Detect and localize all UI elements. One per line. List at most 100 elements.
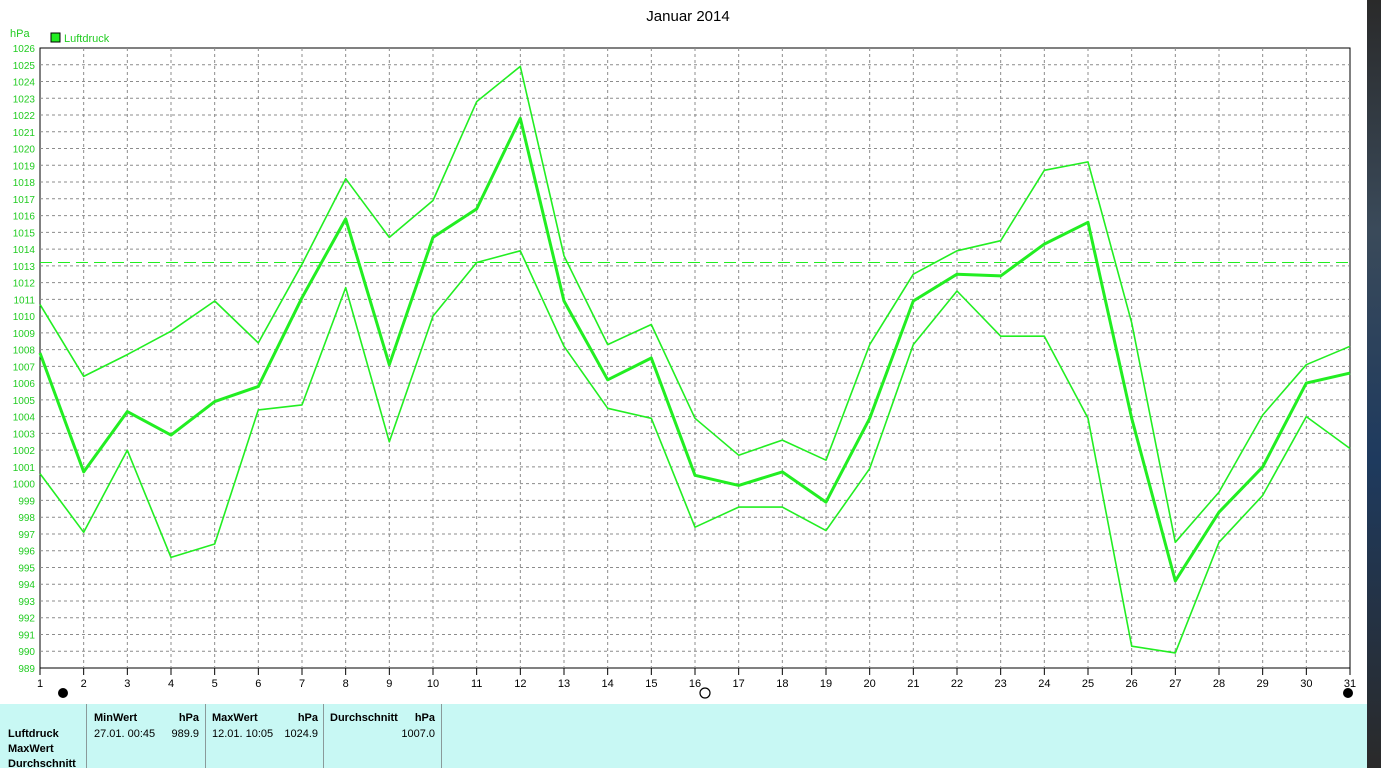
x-tick-label: 28: [1213, 678, 1225, 690]
series-line-min: [39, 250, 1351, 654]
y-tick-label: 997: [18, 530, 35, 541]
y-tick-label: 993: [18, 597, 35, 608]
y-tick-label: 994: [18, 580, 35, 591]
y-tick-label: 1004: [13, 413, 36, 424]
x-tick-label: 10: [427, 678, 439, 690]
x-tick-label: 4: [168, 678, 174, 690]
min-header: MinWert: [94, 712, 138, 724]
x-tick-label: 3: [124, 678, 130, 690]
legend-swatch: [50, 32, 61, 43]
y-tick-label: 1025: [13, 61, 36, 72]
y-axis-unit: hPa: [10, 28, 30, 40]
pressure-chart: 989 990 991 992 993 994 995 996 997 998 999 1000 100…: [10, 8, 1356, 699]
min-date: 27.01. 00:45: [94, 728, 156, 740]
y-tick-label: 1001: [13, 463, 36, 474]
avg-column: Durchschnitt hPa 1007.0: [324, 704, 442, 768]
x-tick-label: 25: [1082, 678, 1094, 690]
x-tick-label: 13: [558, 678, 570, 690]
x-tick-label: 24: [1038, 678, 1050, 690]
x-tick-label: 8: [343, 678, 349, 690]
x-tick-label: 18: [776, 678, 788, 690]
y-tick-label: 1002: [13, 446, 36, 457]
row-label-column: Luftdruck MaxWert Durchschnitt: [0, 704, 87, 770]
y-tick-label: 999: [18, 496, 35, 507]
x-tick-label: 26: [1126, 678, 1138, 690]
x-tick-label: 22: [951, 678, 963, 690]
x-tick-label: 14: [602, 678, 614, 690]
x-tick-label: 23: [995, 678, 1007, 690]
y-tick-label: 1026: [13, 44, 36, 55]
max-unit: hPa: [297, 712, 318, 724]
max-date: 12.01. 10:05: [212, 728, 274, 740]
avg-unit: hPa: [414, 712, 435, 724]
y-tick-label: 1009: [13, 329, 36, 340]
y-tick-label: 1020: [13, 145, 36, 156]
y-tick-label: 1000: [13, 480, 36, 491]
y-tick-label: 1005: [13, 396, 36, 407]
y-tick-label: 991: [18, 630, 35, 641]
x-tick-label: 6: [255, 678, 261, 690]
series-line-durchschnitt: [38, 116, 1351, 583]
x-tick-label: 15: [645, 678, 657, 690]
x-tick-label: 27: [1169, 678, 1181, 690]
y-tick-label: 996: [18, 547, 35, 558]
full-moon-icon: [58, 688, 68, 698]
full-moon-icon: [1343, 688, 1353, 698]
y-tick-label: 1022: [13, 111, 36, 122]
chart-title: Januar 2014: [646, 8, 729, 25]
legend-label: Luftdruck: [64, 33, 110, 45]
y-tick-label: 998: [18, 513, 35, 524]
statistics-panel: Luftdruck MaxWert Durchschnitt MinWert h…: [0, 704, 1367, 770]
x-tick-label: 17: [733, 678, 745, 690]
x-tick-label: 16: [689, 678, 701, 690]
avg-header: Durchschnitt: [330, 712, 398, 724]
y-tick-label: 1008: [13, 346, 36, 357]
min-value: 989.9: [171, 728, 199, 740]
x-tick-label: 5: [212, 678, 218, 690]
window-edge: [1367, 0, 1381, 768]
max-header: MaxWert: [212, 712, 258, 724]
min-unit: hPa: [178, 712, 199, 724]
x-tick-label: 9: [386, 678, 392, 690]
y-tick-label: 1014: [13, 245, 36, 256]
y-tick-label: 1017: [13, 195, 36, 206]
y-tick-label: 1016: [13, 212, 36, 223]
y-tick-label: 1023: [13, 94, 36, 105]
avg-value: 1007.0: [401, 728, 435, 740]
y-axis-ticks: 989 990 991 992 993 994 995 996 997 998 999 1000 100…: [13, 44, 36, 675]
moon-markers: [58, 687, 1353, 699]
y-tick-label: 1011: [13, 295, 35, 306]
y-tick-label: 989: [18, 664, 35, 675]
y-tick-label: 990: [18, 647, 35, 658]
x-tick-label: 11: [471, 678, 482, 690]
x-tick-label: 21: [907, 678, 919, 690]
x-tick-label: 2: [81, 678, 87, 690]
grid: [39, 47, 1351, 669]
y-tick-label: 1006: [13, 379, 36, 390]
max-column: MaxWert hPa 12.01. 10:05 1024.9: [206, 704, 324, 768]
row-label-durchschnitt: Durchschnitt: [8, 758, 76, 770]
series-layer: [38, 65, 1351, 654]
x-tick-label: 1: [37, 678, 43, 690]
x-tick-label: 31: [1344, 678, 1356, 690]
y-tick-label: 1012: [13, 279, 36, 290]
series-line-max: [39, 65, 1351, 544]
y-tick-label: 1015: [13, 228, 36, 239]
max-value: 1024.9: [284, 728, 318, 740]
y-tick-label: 1003: [13, 429, 36, 440]
y-tick-label: 1010: [13, 312, 36, 323]
x-tick-label: 7: [299, 678, 305, 690]
y-tick-label: 1007: [13, 362, 36, 373]
row-label-luftdruck: Luftdruck: [8, 728, 59, 740]
x-tick-label: 20: [864, 678, 876, 690]
y-tick-label: 992: [18, 614, 35, 625]
x-tick-label: 12: [514, 678, 526, 690]
y-tick-label: 1021: [13, 128, 36, 139]
y-tick-label: 1013: [13, 262, 36, 273]
min-column: MinWert hPa 27.01. 00:45 989.9: [87, 704, 206, 768]
y-tick-label: 1024: [13, 78, 36, 89]
x-tick-label: 19: [820, 678, 832, 690]
row-label-maxwert: MaxWert: [8, 743, 54, 755]
x-tick-label: 30: [1300, 678, 1312, 690]
x-axis-ticks: 1 2 3 4 5 6 7 8 9 10 11 12 13 14 15 16 17 18 19 20 21 22 23 24 2…: [37, 668, 1356, 690]
